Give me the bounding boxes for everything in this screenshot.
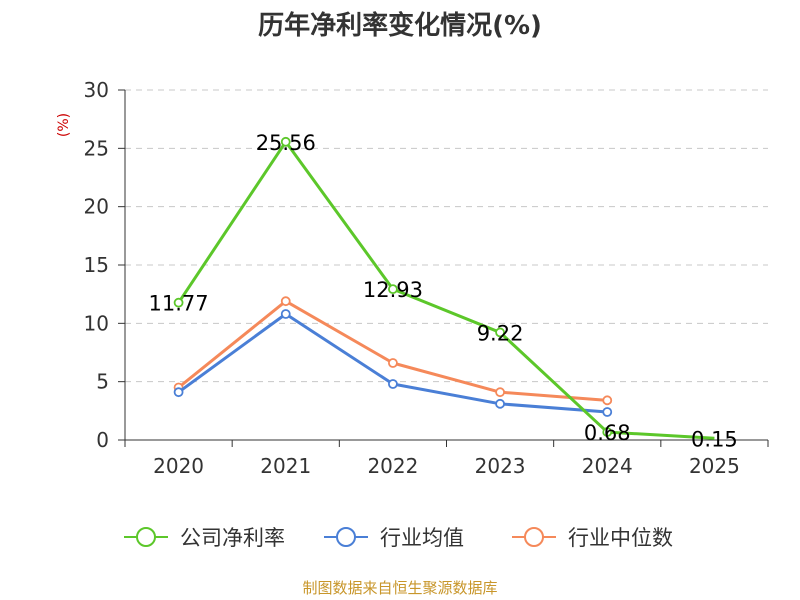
legend-label: 行业中位数 [568,526,673,550]
legend-marker-icon [336,527,356,547]
y-tick-label: 20 [84,195,109,219]
data-label: 25.56 [256,131,316,155]
data-label: 0.15 [691,427,738,451]
data-label: 12.93 [363,278,423,302]
data-point [495,398,505,409]
data-point [280,296,291,307]
data-point [388,284,398,295]
data-point [495,387,505,398]
data-point [602,395,613,406]
series-0 [173,136,715,440]
data-point [495,327,505,338]
y-tick-label: 15 [84,253,109,277]
legend-item-2: 行业中位数 [512,526,673,550]
legend-label: 公司净利率 [180,526,285,550]
data-point [388,358,398,368]
x-tick-label: 2022 [367,454,418,478]
x-tick-label: 2021 [260,454,311,478]
series-1 [173,309,613,417]
data-point [602,427,613,437]
data-point [173,387,184,398]
series-layer [173,136,715,440]
legend: 公司净利率 行业均值 行业中位数 [124,526,673,550]
data-point [602,407,613,417]
x-tick-label: 2023 [475,454,526,478]
data-point [388,379,398,389]
series-line [177,140,715,440]
legend-marker-icon [524,527,544,547]
data-label: 11.77 [149,292,209,316]
chart-title: 历年净利率变化情况(%) [258,10,542,41]
x-tick-label: 2020 [153,454,204,478]
y-tick-label: 10 [84,311,109,335]
source-note: 制图数据来自恒生聚源数据库 [302,579,497,597]
data-point [173,297,184,308]
y-tick-label: 0 [96,428,109,452]
y-tick-label: 5 [96,370,109,394]
data-point [280,309,291,319]
x-tick-label: 2024 [582,454,633,478]
legend-item-1: 行业均值 [324,526,464,550]
y-axis-unit: (%) [56,113,72,137]
y-tick-label: 30 [84,78,109,102]
data-label: 0.68 [584,421,631,445]
x-tick-label: 2025 [689,454,740,478]
data-label: 9.22 [477,321,524,345]
y-tick-label: 25 [84,136,109,160]
legend-item-0: 公司净利率 [124,526,285,550]
legend-label: 行业均值 [380,526,464,550]
data-labels: 11.77 25.56 12.93 9.22 0.68 0.15 [149,131,738,451]
gridlines [125,89,768,383]
legend-marker-icon [136,527,156,547]
data-point [280,136,291,147]
